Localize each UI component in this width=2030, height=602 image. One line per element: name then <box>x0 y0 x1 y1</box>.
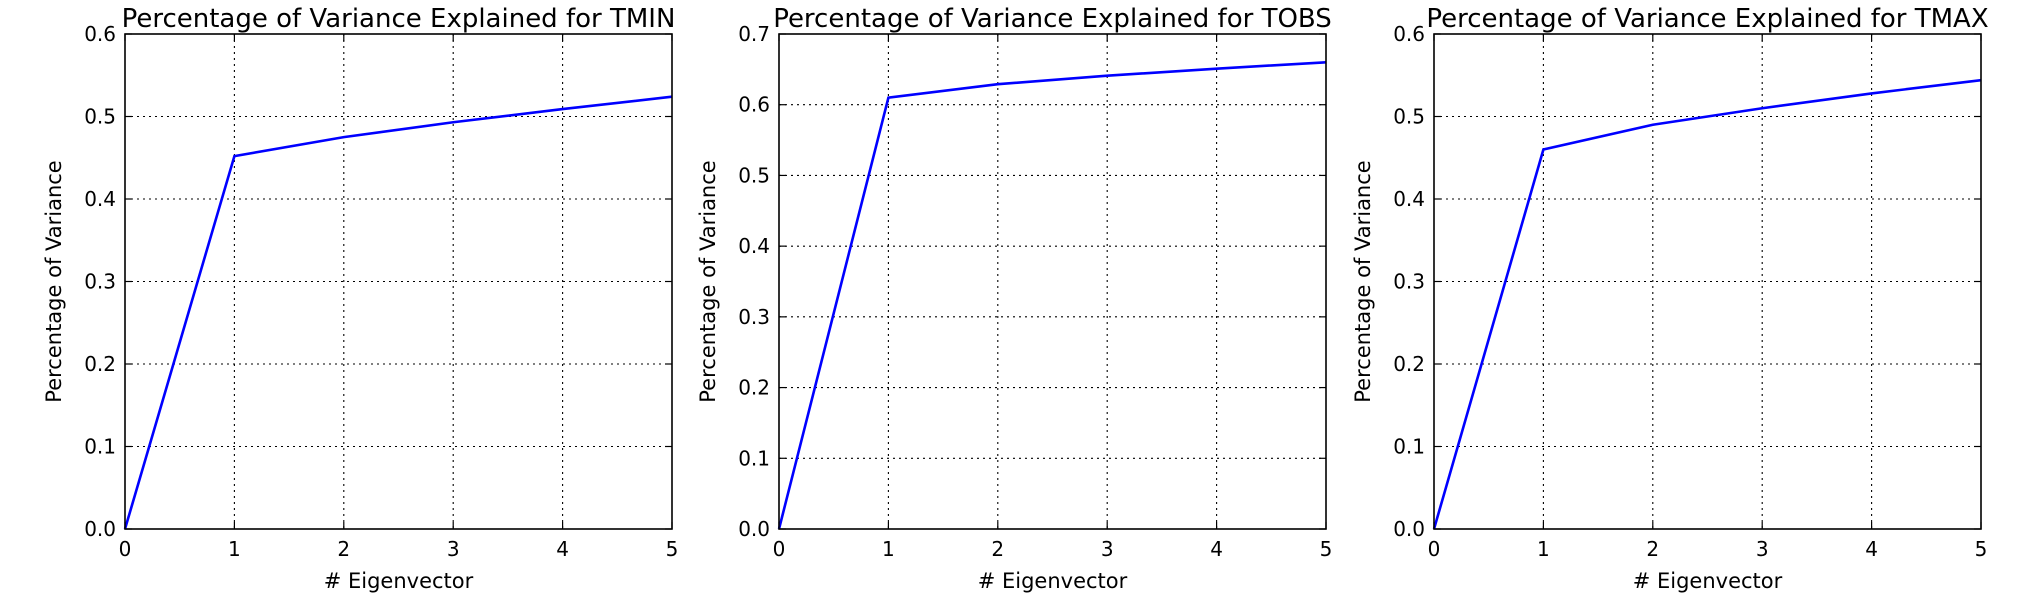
y-tick-label: 0.3 <box>738 305 770 329</box>
x-tick-label: 3 <box>1756 537 1769 561</box>
x-tick-label: 4 <box>556 537 569 561</box>
y-tick-label: 0.4 <box>738 234 770 258</box>
x-tick-label: 5 <box>1320 537 1333 561</box>
x-tick-label: 4 <box>1865 537 1878 561</box>
y-tick-label: 0.1 <box>84 435 116 459</box>
x-tick-label: 0 <box>1428 537 1441 561</box>
x-tick-label: 5 <box>1975 537 1988 561</box>
x-tick-label: 4 <box>1210 537 1223 561</box>
y-tick-label: 0.5 <box>738 163 770 187</box>
series-line <box>777 60 1327 530</box>
y-tick-label: 0.0 <box>84 517 116 541</box>
chart-panel-2: 0 1 2 3 4 50.00.10.20.30.40.50.60.7 Percentage… <box>696 4 1332 593</box>
y-tick-label: 0.2 <box>738 376 770 400</box>
y-tick-label: 0.2 <box>1393 352 1425 376</box>
y-tick-label: 0.4 <box>1393 187 1425 211</box>
series-line <box>123 95 673 530</box>
x-tick-label: 2 <box>337 537 350 561</box>
x-tick-label: 3 <box>1101 537 1114 561</box>
y-axis-label: Percentage of Variance <box>1351 160 1375 402</box>
chart-panel-3: 0 1 2 3 4 50.00.10.20.30.40.50.6 Percentage of… <box>1351 4 1989 593</box>
y-axis-label: Percentage of Variance <box>42 160 66 402</box>
y-tick-label: 0.3 <box>84 270 116 294</box>
y-tick-label: 0.5 <box>1393 105 1425 129</box>
x-axis-label: # Eigenvector <box>978 569 1128 593</box>
axes-frame <box>1433 33 1982 530</box>
chart-title: Percentage of Variance Explained for TMA… <box>1426 4 1988 34</box>
y-tick-label: 0.0 <box>1393 517 1425 541</box>
y-axis-label: Percentage of Variance <box>696 160 720 402</box>
axes-frame <box>124 33 673 530</box>
y-tick-label: 0.1 <box>738 446 770 470</box>
y-tick-label: 0.3 <box>1393 270 1425 294</box>
y-tick-label: 0.5 <box>84 105 116 129</box>
x-axis-label: # Eigenvector <box>324 569 474 593</box>
x-tick-label: 5 <box>666 537 679 561</box>
y-tick-label: 0.1 <box>1393 435 1425 459</box>
y-tick-label: 0.2 <box>84 352 116 376</box>
y-tick-label: 0.6 <box>84 22 116 46</box>
chart-panel-1: 0 1 2 3 4 50.00.10.20.30.40.50.6 Percentage of… <box>42 4 678 593</box>
x-tick-label: 1 <box>228 537 241 561</box>
y-tick-label: 0.6 <box>738 93 770 117</box>
axes-frame <box>778 33 1327 530</box>
x-tick-label: 2 <box>991 537 1004 561</box>
y-tick-label: 0.4 <box>84 187 116 211</box>
x-axis-label: # Eigenvector <box>1633 569 1783 593</box>
x-tick-label: 2 <box>1646 537 1659 561</box>
x-tick-label: 1 <box>882 537 895 561</box>
x-tick-label: 1 <box>1537 537 1550 561</box>
y-tick-label: 0.6 <box>1393 22 1425 46</box>
chart-title: Percentage of Variance Explained for TOB… <box>773 4 1332 34</box>
y-tick-label: 0.0 <box>738 517 770 541</box>
x-tick-label: 0 <box>773 537 786 561</box>
y-tick-label: 0.7 <box>738 22 770 46</box>
chart-title: Percentage of Variance Explained for TMI… <box>122 4 676 34</box>
series-line <box>1432 78 1982 530</box>
x-tick-label: 3 <box>447 537 460 561</box>
x-tick-label: 0 <box>119 537 132 561</box>
